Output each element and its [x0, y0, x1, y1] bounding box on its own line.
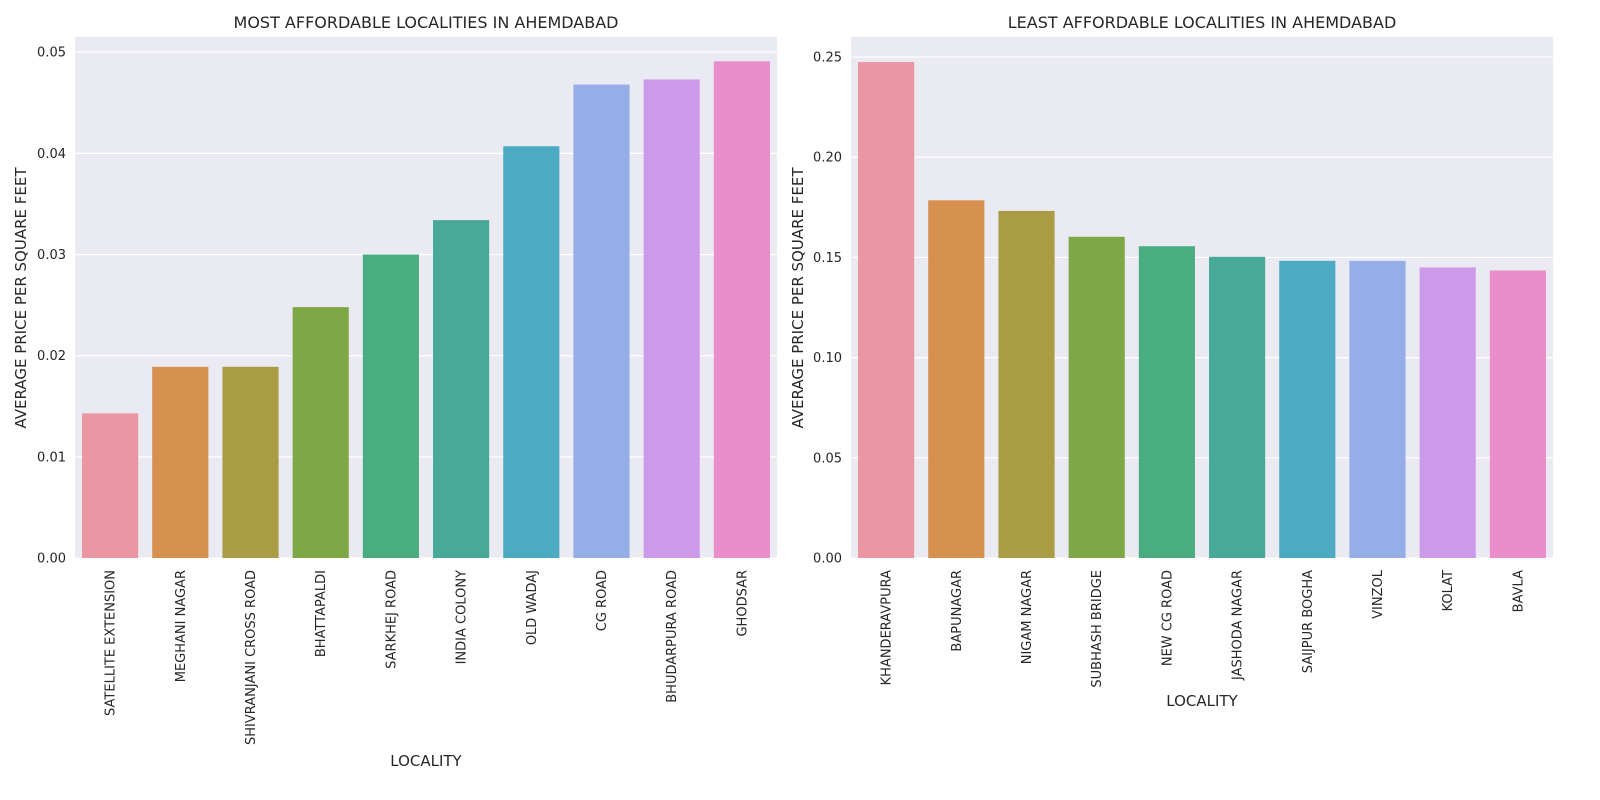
x-tick-label: BAPUNAGAR [950, 570, 965, 652]
x-axis-label: LOCALITY [390, 752, 462, 770]
bar-meghani-nagar [152, 366, 209, 558]
bar-sarkhej-road [362, 254, 419, 558]
x-tick-label: GHODSAR [735, 570, 750, 637]
bar-india-colony [433, 220, 490, 558]
x-tick-label: SAIJPUR BOGHA [1301, 570, 1316, 673]
x-tick-label: CG ROAD [595, 570, 610, 631]
x-tick-label: SATELLITE EXTENSION [104, 570, 119, 716]
bar-bavla [1489, 270, 1546, 558]
bar-old-wadaj [503, 146, 560, 559]
bar-shivranjani-cross-road [222, 366, 279, 558]
bar-kolat [1419, 267, 1476, 558]
bar-new-cg-road [1138, 246, 1195, 558]
y-tick-labels: 0.00 0.05 0.10 0.15 0.20 0.25 [813, 51, 842, 567]
x-tick-label: BHUDARPURA ROAD [665, 570, 680, 703]
chart-title: LEAST AFFORDABLE LOCALITIES IN AHEMDABAD [1008, 13, 1397, 32]
x-tick-label: SARKHEJ ROAD [384, 570, 399, 669]
x-tick-label: KHANDERAVPURA [880, 570, 895, 685]
y-axis-label: AVERAGE PRICE PER SQUARE FEET [12, 167, 30, 429]
x-tick-labels: KHANDERAVPURA BAPUNAGAR NIGAM NAGAR SUBHASH… [880, 569, 1527, 687]
bar-bhattapaldi [292, 307, 349, 558]
bar-satellite-extension [82, 413, 139, 558]
bar-subhash-bridge [1068, 236, 1125, 559]
x-tick-label: BHATTAPALDI [314, 570, 329, 657]
x-tick-label: BAVLA [1511, 570, 1526, 612]
y-tick-label: 0.05 [37, 46, 66, 61]
y-tick-label: 0.05 [813, 451, 842, 466]
y-tick-label: 0.00 [37, 552, 66, 567]
y-tick-label: 0.10 [813, 351, 842, 366]
bar-bhudarpura-road [643, 79, 700, 558]
y-tick-label: 0.20 [813, 151, 842, 166]
x-tick-label: INDIA COLONY [455, 570, 470, 664]
y-tick-label: 0.00 [813, 552, 842, 567]
y-tick-label: 0.15 [813, 251, 842, 266]
y-tick-label: 0.03 [37, 248, 66, 263]
y-tick-label: 0.01 [37, 450, 66, 465]
y-tick-label: 0.25 [813, 51, 842, 66]
x-axis-label: LOCALITY [1166, 692, 1238, 710]
x-tick-label: JASHODA NAGAR [1231, 570, 1246, 681]
x-tick-label: MEGHANI NAGAR [174, 570, 189, 682]
y-axis-label: AVERAGE PRICE PER SQUARE FEET [789, 167, 807, 429]
bar-saijpur-bogha [1279, 260, 1336, 558]
bar-vinzol [1349, 260, 1406, 558]
bars [82, 61, 770, 559]
x-tick-labels: SATELLITE EXTENSION MEGHANI NAGAR SHIVRANJ… [104, 570, 751, 745]
x-tick-label: OLD WADAJ [525, 570, 540, 645]
chart-most-affordable: 0.00 0.01 0.02 0.03 0.04 0.05 SATELLITE EXTEN… [12, 13, 777, 770]
chart-least-affordable: 0.00 0.05 0.10 0.15 0.20 0.25 KHANDERAVPURA BA… [789, 13, 1553, 710]
bar-cg-road [573, 84, 630, 558]
x-tick-label: KOLAT [1441, 570, 1456, 611]
y-tick-label: 0.02 [37, 349, 66, 364]
x-tick-label: SHIVRANJANI CROSS ROAD [244, 570, 259, 745]
bar-jashoda-nagar [1209, 256, 1266, 558]
x-tick-label: NIGAM NAGAR [1020, 570, 1035, 664]
bar-ghodsar [713, 61, 770, 559]
x-tick-label: SUBHASH BRIDGE [1090, 570, 1105, 688]
bar-khanderavpura [858, 62, 915, 559]
chart-title: MOST AFFORDABLE LOCALITIES IN AHEMDABAD [234, 13, 619, 32]
y-tick-labels: 0.00 0.01 0.02 0.03 0.04 0.05 [37, 46, 66, 567]
bar-bapunagar [928, 200, 985, 558]
bar-nigam-nagar [998, 210, 1055, 559]
x-tick-label: VINZOL [1371, 569, 1386, 619]
x-tick-label: NEW CG ROAD [1160, 570, 1175, 666]
y-tick-label: 0.04 [37, 147, 66, 162]
bars [858, 62, 1546, 559]
